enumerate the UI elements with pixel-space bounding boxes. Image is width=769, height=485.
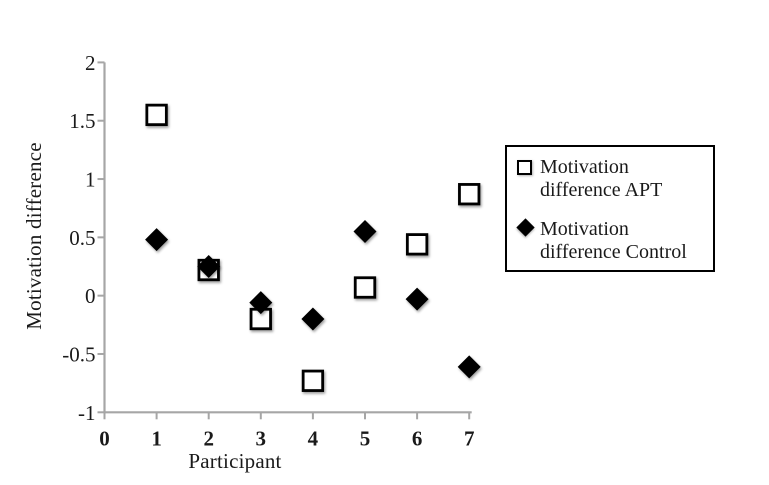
- legend-label-apt: Motivation difference APT: [540, 156, 663, 201]
- y-tick-label: 2: [85, 51, 96, 75]
- filled-diamond-icon: [516, 218, 535, 237]
- data-point-apt: [353, 276, 377, 299]
- legend: Motivation difference APT Motivation dif…: [505, 145, 715, 272]
- x-tick-label: 2: [203, 426, 214, 450]
- data-point-control: [145, 228, 169, 252]
- open-square-icon: [517, 160, 532, 175]
- y-tick-label: 0.5: [69, 226, 95, 250]
- data-point-apt: [301, 369, 325, 392]
- x-tick-label: 7: [464, 426, 475, 450]
- y-tick-label: 1.5: [69, 109, 95, 133]
- x-tick-label: 3: [256, 426, 267, 450]
- data-point-apt: [458, 183, 481, 206]
- data-point-control: [197, 255, 221, 279]
- legend-item-control: Motivation difference Control: [516, 218, 709, 264]
- y-tick-label: 1: [85, 168, 96, 192]
- x-tick-label: 0: [99, 426, 110, 450]
- legend-item-apt: Motivation difference APT: [517, 156, 709, 202]
- x-axis-title: Participant: [188, 449, 282, 473]
- x-tick-label: 6: [412, 426, 423, 450]
- y-axis-title: Motivation difference: [22, 142, 46, 330]
- legend-label-control: Motivation difference Control: [540, 218, 687, 263]
- data-point-control: [405, 287, 429, 311]
- x-tick-label: 4: [308, 426, 319, 450]
- x-tick-label: 1: [151, 426, 162, 450]
- data-point-control: [249, 291, 273, 315]
- data-point-control: [457, 355, 481, 379]
- y-tick-label: -1: [78, 401, 96, 425]
- data-point-control: [301, 307, 325, 331]
- x-tick-label: 5: [360, 426, 371, 450]
- data-point-control: [353, 220, 377, 244]
- y-tick-label: 0: [85, 284, 96, 308]
- data-point-apt: [145, 103, 168, 127]
- y-tick-label: -0.5: [62, 342, 95, 366]
- data-point-apt: [405, 233, 429, 256]
